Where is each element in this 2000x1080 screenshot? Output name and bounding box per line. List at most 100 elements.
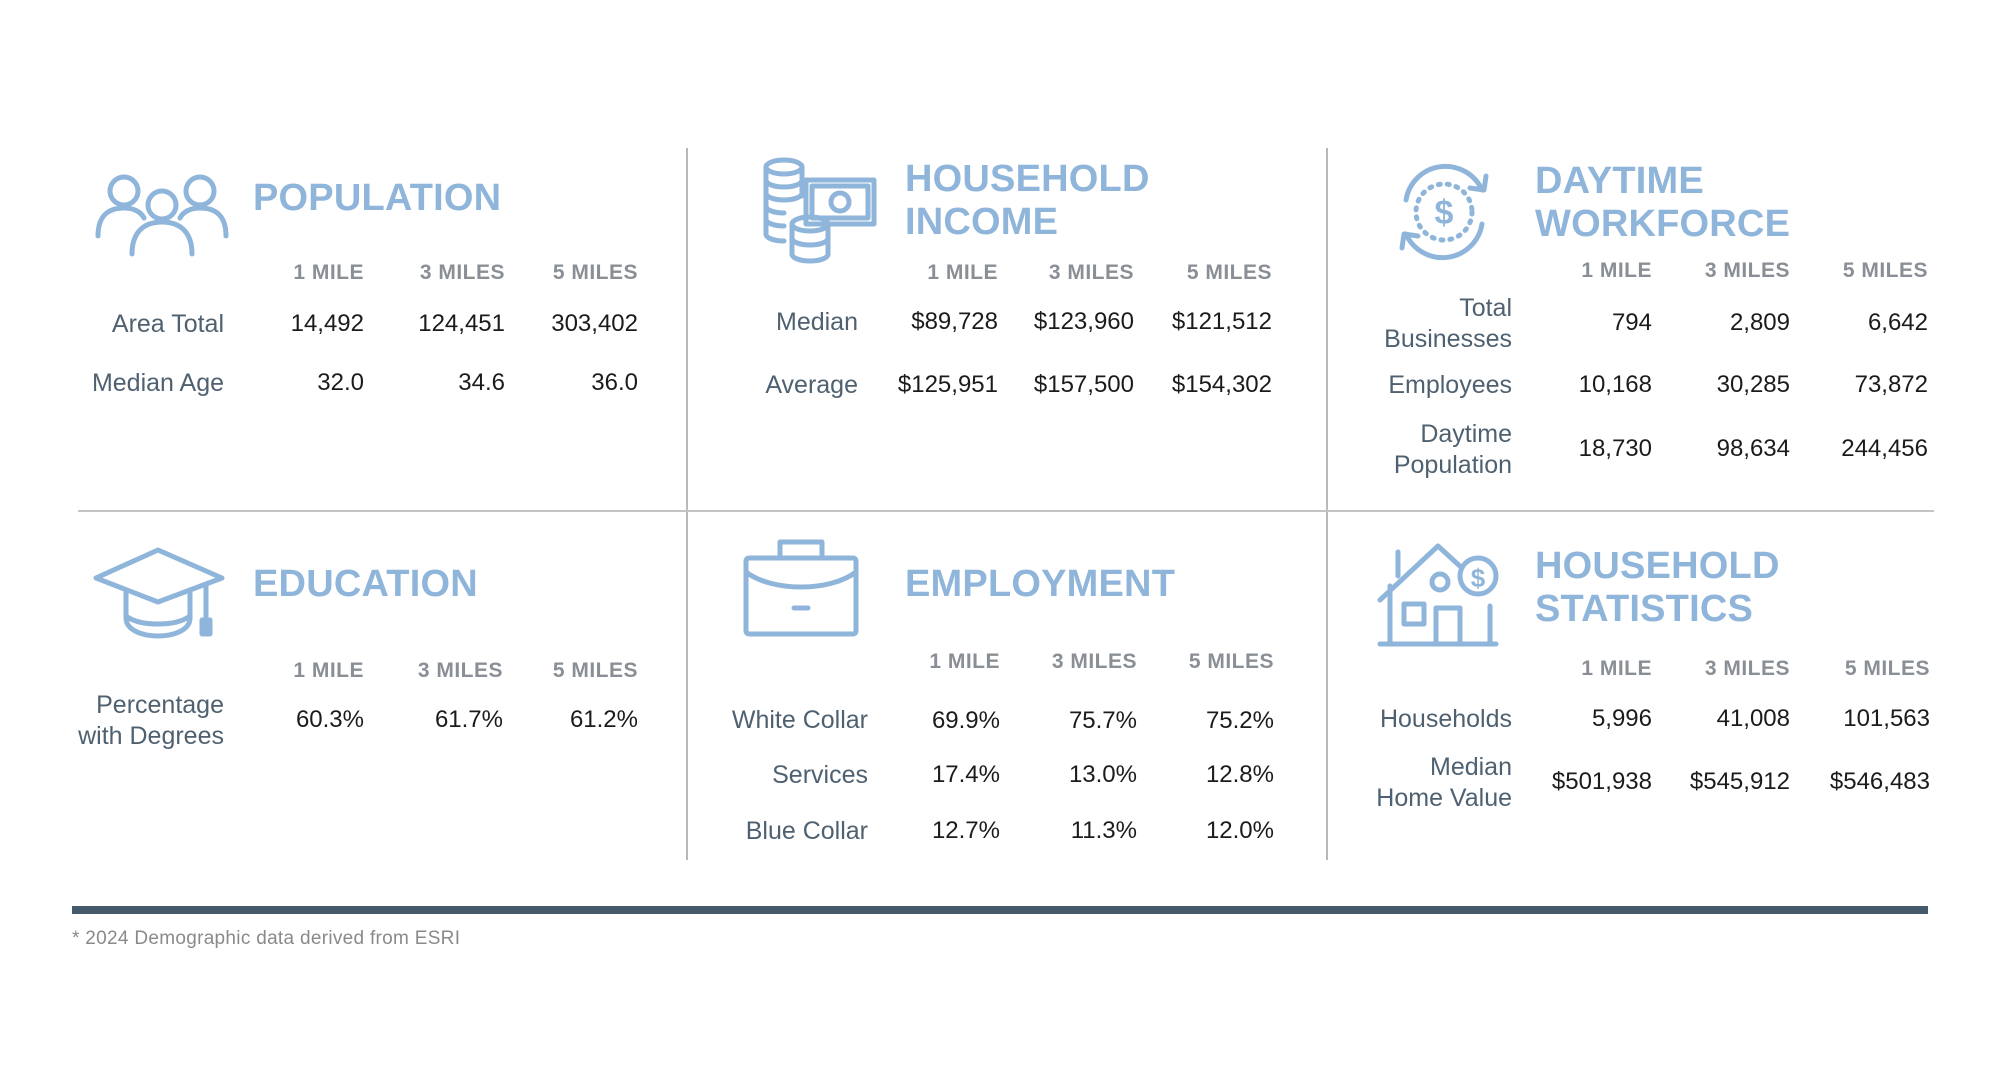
title-line: STATISTICS bbox=[1535, 588, 1754, 630]
daytime-workforce-title: DAYTIME WORKFORCE bbox=[1535, 160, 1790, 246]
column-header-1-mile: 1 MILE bbox=[927, 261, 998, 284]
row-label-area-total: Area Total bbox=[111, 310, 224, 338]
average-income-3-miles: $157,500 bbox=[1033, 371, 1134, 398]
svg-text:$: $ bbox=[1435, 194, 1454, 232]
households-1-mile: 5,996 bbox=[1591, 705, 1652, 732]
column-header-3-miles: 3 MILES bbox=[419, 261, 505, 284]
vertical-divider-left bbox=[686, 148, 688, 860]
daytime-population-5-miles: 244,456 bbox=[1841, 435, 1928, 462]
label-line: Daytime bbox=[1420, 420, 1512, 448]
label-line: Home Value bbox=[1376, 784, 1512, 812]
households-3-miles: 41,008 bbox=[1716, 705, 1790, 732]
column-header-5-miles: 5 MILES bbox=[1842, 259, 1928, 282]
area-total-1-mile: 14,492 bbox=[290, 310, 364, 337]
education-title: EDUCATION bbox=[253, 563, 478, 605]
horizontal-divider bbox=[78, 510, 1934, 512]
total-businesses-1-mile: 794 bbox=[1611, 309, 1652, 336]
blue-collar-1-mile: 12.7% bbox=[931, 817, 1000, 844]
employment-title: EMPLOYMENT bbox=[905, 563, 1176, 605]
footer-rule bbox=[72, 906, 1928, 914]
median-income-3-miles: $123,960 bbox=[1033, 308, 1134, 335]
white-collar-5-miles: 75.2% bbox=[1205, 707, 1274, 734]
row-label-total-businesses: Total Businesses bbox=[1312, 293, 1512, 355]
column-header-1-mile: 1 MILE bbox=[293, 659, 364, 682]
average-income-5-miles: $154,302 bbox=[1171, 371, 1272, 398]
median-age-3-miles: 34.6 bbox=[458, 369, 505, 396]
label-line: Total bbox=[1459, 294, 1512, 322]
median-age-1-mile: 32.0 bbox=[317, 369, 364, 396]
column-header-3-miles: 3 MILES bbox=[1048, 261, 1134, 284]
label-line: Median bbox=[1430, 753, 1512, 781]
row-label-services: Services bbox=[772, 761, 868, 789]
footnote: * 2024 Demographic data derived from ESR… bbox=[72, 928, 461, 949]
row-label-households: Households bbox=[1379, 705, 1512, 733]
household-income-title: HOUSEHOLD INCOME bbox=[905, 158, 1150, 244]
degrees-1-mile: 60.3% bbox=[295, 706, 364, 733]
column-header-3-miles: 3 MILES bbox=[1051, 650, 1137, 673]
label-line: with Degrees bbox=[78, 722, 224, 750]
column-header-1-mile: 1 MILE bbox=[1581, 259, 1652, 282]
services-5-miles: 12.8% bbox=[1205, 761, 1274, 788]
coins-cash-icon bbox=[760, 157, 878, 264]
row-label-employees: Employees bbox=[1388, 371, 1512, 399]
column-header-3-miles: 3 MILES bbox=[1704, 259, 1790, 282]
label-line: Population bbox=[1393, 451, 1512, 479]
column-header-5-miles: 5 MILES bbox=[1844, 657, 1930, 680]
median-income-5-miles: $121,512 bbox=[1171, 308, 1272, 335]
daytime-population-1-mile: 18,730 bbox=[1578, 435, 1652, 462]
total-businesses-3-miles: 2,809 bbox=[1729, 309, 1790, 336]
services-3-miles: 13.0% bbox=[1068, 761, 1137, 788]
title-line: HOUSEHOLD bbox=[905, 158, 1150, 200]
column-header-1-mile: 1 MILE bbox=[929, 650, 1000, 673]
row-label-percentage-with-degrees: Percentage with Degrees bbox=[24, 690, 224, 752]
svg-text:$: $ bbox=[1471, 563, 1486, 593]
title-line: DAYTIME bbox=[1535, 160, 1704, 202]
white-collar-3-miles: 75.7% bbox=[1068, 707, 1137, 734]
blue-collar-5-miles: 12.0% bbox=[1205, 817, 1274, 844]
degrees-5-miles: 61.2% bbox=[569, 706, 638, 733]
services-1-mile: 17.4% bbox=[931, 761, 1000, 788]
row-label-blue-collar: Blue Collar bbox=[745, 817, 868, 845]
median-home-value-5-miles: $546,483 bbox=[1829, 768, 1930, 795]
briefcase-icon bbox=[742, 538, 860, 638]
employees-1-mile: 10,168 bbox=[1578, 371, 1652, 398]
row-label-white-collar: White Collar bbox=[731, 706, 868, 734]
column-header-5-miles: 5 MILES bbox=[552, 659, 638, 682]
vertical-divider-right bbox=[1326, 148, 1328, 860]
row-label-median-age: Median Age bbox=[91, 369, 224, 397]
title-line: HOUSEHOLD bbox=[1535, 545, 1780, 587]
households-5-miles: 101,563 bbox=[1843, 705, 1930, 732]
household-statistics-title: HOUSEHOLD STATISTICS bbox=[1535, 545, 1780, 631]
column-header-3-miles: 3 MILES bbox=[1704, 657, 1790, 680]
title-line: INCOME bbox=[905, 201, 1059, 243]
employees-3-miles: 30,285 bbox=[1716, 371, 1790, 398]
row-label-median: Median bbox=[776, 308, 858, 336]
dollar-cycle-icon: $ bbox=[1392, 160, 1496, 264]
employees-5-miles: 73,872 bbox=[1854, 371, 1928, 398]
row-label-daytime-population: Daytime Population bbox=[1312, 419, 1512, 481]
median-home-value-1-mile: $501,938 bbox=[1551, 768, 1652, 795]
column-header-5-miles: 5 MILES bbox=[1186, 261, 1272, 284]
median-home-value-3-miles: $545,912 bbox=[1689, 768, 1790, 795]
column-header-5-miles: 5 MILES bbox=[1188, 650, 1274, 673]
population-title: POPULATION bbox=[253, 177, 502, 219]
title-line: WORKFORCE bbox=[1535, 203, 1791, 245]
white-collar-1-mile: 69.9% bbox=[931, 707, 1000, 734]
label-line: Businesses bbox=[1384, 325, 1512, 353]
row-label-average: Average bbox=[765, 371, 858, 399]
blue-collar-3-miles: 11.3% bbox=[1070, 817, 1137, 844]
total-businesses-5-miles: 6,642 bbox=[1867, 309, 1928, 336]
median-income-1-mile: $89,728 bbox=[911, 308, 998, 335]
house-dollar-icon: $ bbox=[1377, 540, 1502, 648]
daytime-population-3-miles: 98,634 bbox=[1716, 435, 1790, 462]
degrees-3-miles: 61.7% bbox=[434, 706, 503, 733]
area-total-5-miles: 303,402 bbox=[551, 310, 638, 337]
column-header-5-miles: 5 MILES bbox=[552, 261, 638, 284]
column-header-1-mile: 1 MILE bbox=[293, 261, 364, 284]
area-total-3-miles: 124,451 bbox=[418, 310, 505, 337]
label-line: Percentage bbox=[96, 691, 224, 719]
people-group-icon bbox=[94, 172, 230, 257]
median-age-5-miles: 36.0 bbox=[591, 369, 638, 396]
row-label-median-home-value: Median Home Value bbox=[1312, 752, 1512, 814]
column-header-1-mile: 1 MILE bbox=[1581, 657, 1652, 680]
